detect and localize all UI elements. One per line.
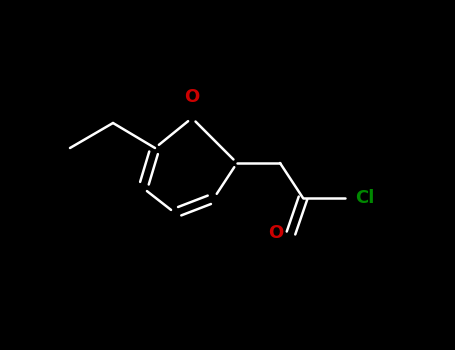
- Text: O: O: [268, 224, 283, 242]
- Text: Cl: Cl: [355, 189, 374, 207]
- Text: O: O: [184, 88, 200, 106]
